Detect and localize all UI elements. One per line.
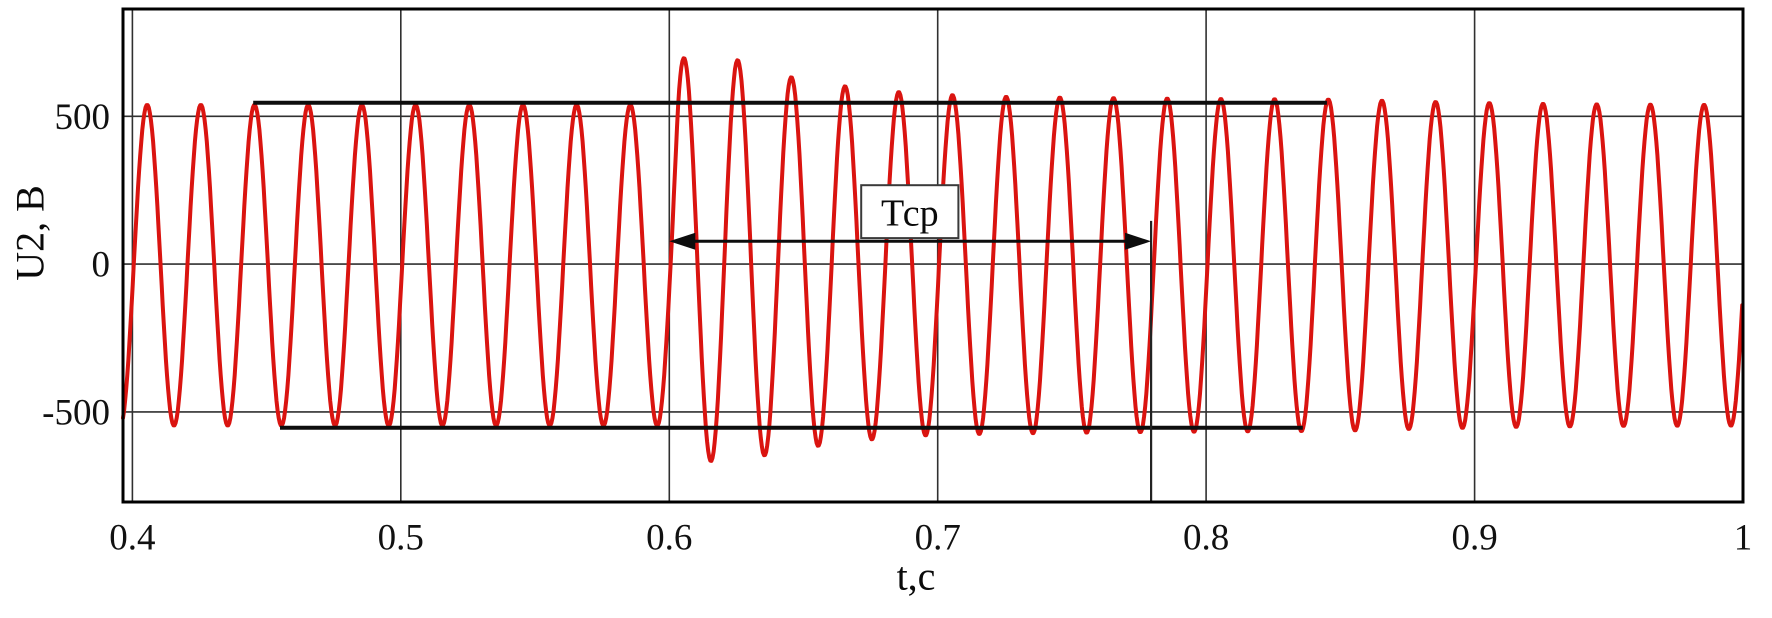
y-axis-title: U2, B xyxy=(7,185,53,281)
y-tick-label: 500 xyxy=(55,97,111,138)
period-arrow-head-left xyxy=(669,232,696,250)
waveform xyxy=(121,56,1745,463)
x-tick-label: 0.5 xyxy=(378,518,424,559)
x-tick-label: 0.9 xyxy=(1451,518,1497,559)
period-arrow-head-right xyxy=(1125,232,1152,250)
x-tick-label: 0.7 xyxy=(915,518,961,559)
period-label-box xyxy=(860,184,960,240)
x-tick-label: 0.8 xyxy=(1183,518,1229,559)
y-tick-label: -500 xyxy=(42,392,110,433)
x-tick-label: 0.4 xyxy=(109,518,155,559)
period-label-text: Тср xyxy=(881,193,939,235)
y-tick-label: 0 xyxy=(92,245,111,286)
plot-border xyxy=(121,7,1745,504)
x-tick-label: 1 xyxy=(1734,518,1753,559)
x-tick-label: 0.6 xyxy=(646,518,692,559)
x-axis-title: t,c xyxy=(896,553,936,599)
